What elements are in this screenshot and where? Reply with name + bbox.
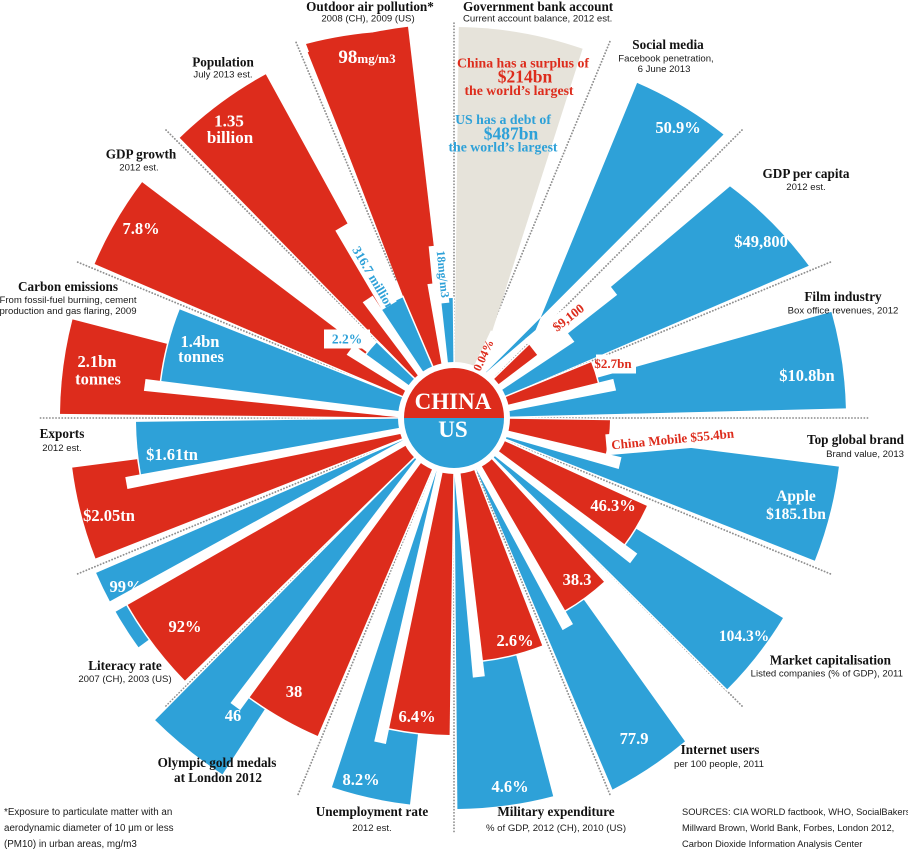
svg-text:Box office revenues, 2012: Box office revenues, 2012: [788, 306, 899, 317]
svg-text:Exports: Exports: [40, 426, 85, 441]
svg-text:US: US: [438, 417, 467, 442]
svg-text:Listed companies (% of GDP), 2: Listed companies (% of GDP), 2011: [751, 669, 903, 680]
svg-text:6.4%: 6.4%: [398, 707, 435, 726]
svg-text:Market capitalisation: Market capitalisation: [770, 653, 892, 668]
svg-text:Unemployment rate: Unemployment rate: [316, 804, 429, 819]
svg-text:7.8%: 7.8%: [122, 219, 159, 238]
svg-text:$49,800: $49,800: [734, 232, 788, 251]
svg-text:aerodynamic diameter of 10 μm: aerodynamic diameter of 10 μm or less: [4, 823, 174, 834]
svg-text:$2.05tn: $2.05tn: [83, 506, 135, 525]
svg-text:4.6%: 4.6%: [491, 777, 528, 796]
svg-text:tonnes: tonnes: [178, 347, 224, 366]
svg-text:billion: billion: [207, 128, 254, 147]
svg-text:2012 est.: 2012 est.: [352, 823, 391, 834]
svg-text:SOURCES: CIA WORLD factbook, W: SOURCES: CIA WORLD factbook, WHO, Social…: [682, 807, 908, 817]
svg-text:2.1bn: 2.1bn: [78, 352, 117, 371]
svg-text:98mg/m3: 98mg/m3: [338, 47, 396, 68]
svg-text:Outdoor air pollution*: Outdoor air pollution*: [306, 0, 434, 14]
svg-text:per 100 people, 2011: per 100 people, 2011: [674, 759, 764, 770]
svg-text:18mg/m3: 18mg/m3: [434, 250, 453, 298]
svg-text:GDP growth: GDP growth: [106, 147, 177, 162]
svg-text:the world’s largest: the world’s largest: [448, 140, 557, 155]
svg-text:Millward Brown, World Bank, Fo: Millward Brown, World Bank, Forbes, Lond…: [682, 823, 894, 833]
svg-text:38: 38: [286, 682, 303, 701]
svg-text:the world’s largest: the world’s largest: [464, 83, 573, 98]
svg-text:2012 est.: 2012 est.: [42, 443, 81, 454]
svg-text:Apple: Apple: [776, 488, 816, 505]
svg-text:46: 46: [225, 706, 242, 725]
svg-text:Facebook penetration,: Facebook penetration,: [618, 54, 713, 65]
svg-text:Brand value, 2013: Brand value, 2013: [826, 449, 904, 460]
svg-text:*Exposure to particulate matte: *Exposure to particulate matter with an: [4, 807, 172, 818]
svg-text:Top global brand: Top global brand: [807, 432, 905, 447]
svg-text:Population: Population: [192, 55, 254, 70]
svg-text:99%: 99%: [110, 577, 143, 596]
svg-text:CHINA: CHINA: [415, 389, 492, 414]
svg-text:2.6%: 2.6%: [496, 631, 533, 650]
svg-text:1.35: 1.35: [214, 112, 244, 131]
svg-text:Military expenditure: Military expenditure: [497, 804, 614, 819]
svg-text:US has a debt of: US has a debt of: [455, 112, 551, 127]
svg-text:% of GDP, 2012 (CH), 2010 (US): % of GDP, 2012 (CH), 2010 (US): [486, 823, 626, 834]
svg-text:(PM10) in urban areas, mg/m3: (PM10) in urban areas, mg/m3: [4, 839, 137, 850]
svg-text:Literacy rate: Literacy rate: [88, 658, 162, 673]
svg-text:July 2013 est.: July 2013 est.: [193, 70, 252, 81]
svg-text:Social media: Social media: [632, 37, 704, 52]
svg-text:China has a surplus of: China has a surplus of: [457, 56, 589, 71]
svg-text:$1.61tn: $1.61tn: [146, 445, 198, 464]
svg-text:8.2%: 8.2%: [342, 770, 379, 789]
svg-text:46.3%: 46.3%: [590, 496, 635, 515]
svg-text:2012 est.: 2012 est.: [119, 163, 158, 174]
svg-text:Internet users: Internet users: [681, 742, 760, 757]
svg-text:38.3: 38.3: [563, 570, 592, 589]
svg-text:104.3%: 104.3%: [719, 628, 769, 645]
svg-text:GDP per capita: GDP per capita: [763, 166, 850, 181]
svg-text:Carbon Dioxide Information Ana: Carbon Dioxide Information Analysis Cent…: [682, 839, 862, 849]
svg-text:Olympic gold medals: Olympic gold medals: [158, 755, 277, 770]
svg-text:Film industry: Film industry: [804, 289, 882, 304]
svg-text:From fossil-fuel burning, ceme: From fossil-fuel burning, cement: [0, 295, 137, 306]
svg-text:50.9%: 50.9%: [655, 118, 700, 137]
svg-text:$2.7bn: $2.7bn: [594, 356, 632, 371]
svg-text:92%: 92%: [169, 617, 202, 636]
svg-text:6 June 2013: 6 June 2013: [638, 64, 691, 75]
svg-text:2012 est.: 2012 est.: [786, 182, 825, 193]
svg-text:Carbon emissions: Carbon emissions: [18, 279, 118, 294]
svg-text:production and gas flaring, 20: production and gas flaring, 2009: [0, 306, 137, 317]
svg-text:2.2%: 2.2%: [332, 332, 362, 347]
svg-text:$10.8bn: $10.8bn: [779, 366, 834, 385]
svg-text:77.9: 77.9: [620, 729, 649, 748]
svg-text:$214bn: $214bn: [498, 67, 553, 87]
svg-text:2008 (CH), 2009 (US): 2008 (CH), 2009 (US): [321, 14, 414, 25]
svg-text:Government bank account: Government bank account: [463, 0, 614, 14]
svg-text:2007 (CH), 2003 (US): 2007 (CH), 2003 (US): [78, 674, 171, 685]
svg-text:at London 2012: at London 2012: [174, 770, 262, 785]
svg-text:1.4bn: 1.4bn: [181, 332, 220, 351]
svg-text:Current account balance, 2012: Current account balance, 2012 est.: [463, 14, 612, 25]
svg-text:tonnes: tonnes: [75, 370, 121, 389]
svg-text:$185.1bn: $185.1bn: [766, 506, 826, 523]
svg-text:$487bn: $487bn: [484, 124, 539, 144]
